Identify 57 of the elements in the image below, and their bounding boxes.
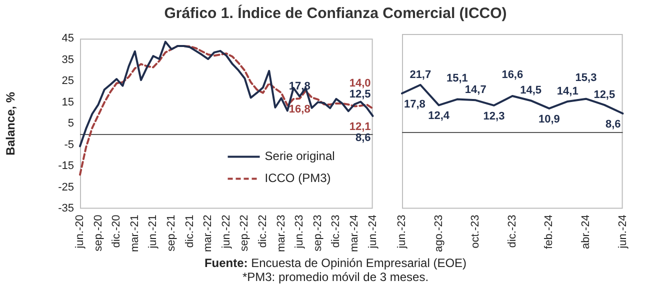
x-tick-label: dic.-23 — [330, 214, 342, 248]
x-tick-label: mar.-22 — [202, 214, 214, 252]
data-label: 10,9 — [538, 113, 560, 126]
x-tick-label: ago.-23 — [432, 214, 445, 252]
x-tick-label: feb.-24 — [543, 214, 556, 249]
source-note: Fuente: Encuesta de Opinión Empresarial (EOE) — [203, 256, 468, 270]
x-tick-label: mar.-24 — [348, 214, 361, 252]
x-tick-label: sep.-20 — [92, 214, 104, 252]
chart-title: Gráfico 1. Índice de Confianza Comercial (ICCO) — [163, 5, 508, 22]
x-tick-label: jun.-22 — [220, 214, 232, 250]
data-label: 12,4 — [428, 110, 450, 122]
x-tick-label: jun.-21 — [147, 214, 160, 250]
data-label: 8,6 — [356, 132, 371, 144]
y-tick-label: 35 — [62, 54, 74, 66]
y-tick-label: 15 — [62, 96, 74, 108]
data-label: 8,6 — [606, 118, 621, 131]
x-tick-label: sep.-21 — [166, 214, 178, 252]
data-label: 14,5 — [520, 84, 542, 97]
data-label: 14,1 — [556, 86, 578, 98]
data-label: 12,1 — [349, 121, 371, 134]
text: *PM3: promedio móvil de 3 meses. — [241, 270, 430, 284]
x-tick-label: mar.-21 — [128, 214, 141, 252]
x-tick-label: jun.-23 — [294, 214, 306, 250]
x-tick-label: abr.-24 — [580, 214, 592, 249]
y-tick-label: -25 — [58, 181, 74, 194]
x-tick-label: dic.-21 — [184, 214, 196, 248]
x-tick-label: sep.-23 — [312, 214, 324, 252]
data-label: 12,5 — [349, 88, 371, 101]
y-tick-label: 5 — [68, 118, 74, 130]
data-label: 15,3 — [575, 72, 597, 84]
legend-label: Serie original — [264, 149, 335, 164]
x-tick-label: mar.-23 — [275, 214, 288, 252]
data-label: 14,7 — [464, 84, 486, 96]
x-tick-label: sep.-22 — [238, 214, 251, 252]
x-tick-label: dic.-20 — [110, 214, 123, 248]
x-tick-label: jun.-24 — [616, 214, 629, 250]
y-tick-label: 45 — [62, 32, 74, 45]
y-tick-label: -15 — [58, 160, 74, 172]
legend-label: ICCO (PM3) — [264, 171, 331, 186]
data-label: 12,5 — [594, 89, 616, 101]
x-tick-label: jun.-24 — [366, 214, 379, 250]
data-label: 14,0 — [349, 78, 371, 90]
data-label: 15,1 — [446, 72, 468, 84]
y-tick-label: -5 — [64, 138, 74, 151]
y-tick-label: -35 — [58, 202, 74, 215]
x-tick-label: jun.-20 — [74, 214, 86, 250]
data-label: 16,6 — [502, 69, 524, 82]
x-tick-label: jun.-23 — [396, 214, 408, 250]
data-label: 17,8 — [404, 98, 426, 110]
data-label: 21,7 — [410, 68, 432, 81]
y-tick-label: 25 — [62, 75, 74, 88]
y-axis-title: Balance, % — [4, 92, 18, 156]
data-label: 12,3 — [483, 110, 505, 122]
x-tick-label: dic.-22 — [257, 214, 270, 248]
x-tick-label: oct.-23 — [470, 214, 482, 248]
x-tick-label: dic.-23 — [506, 214, 518, 248]
data-label: 16,8 — [288, 104, 310, 116]
